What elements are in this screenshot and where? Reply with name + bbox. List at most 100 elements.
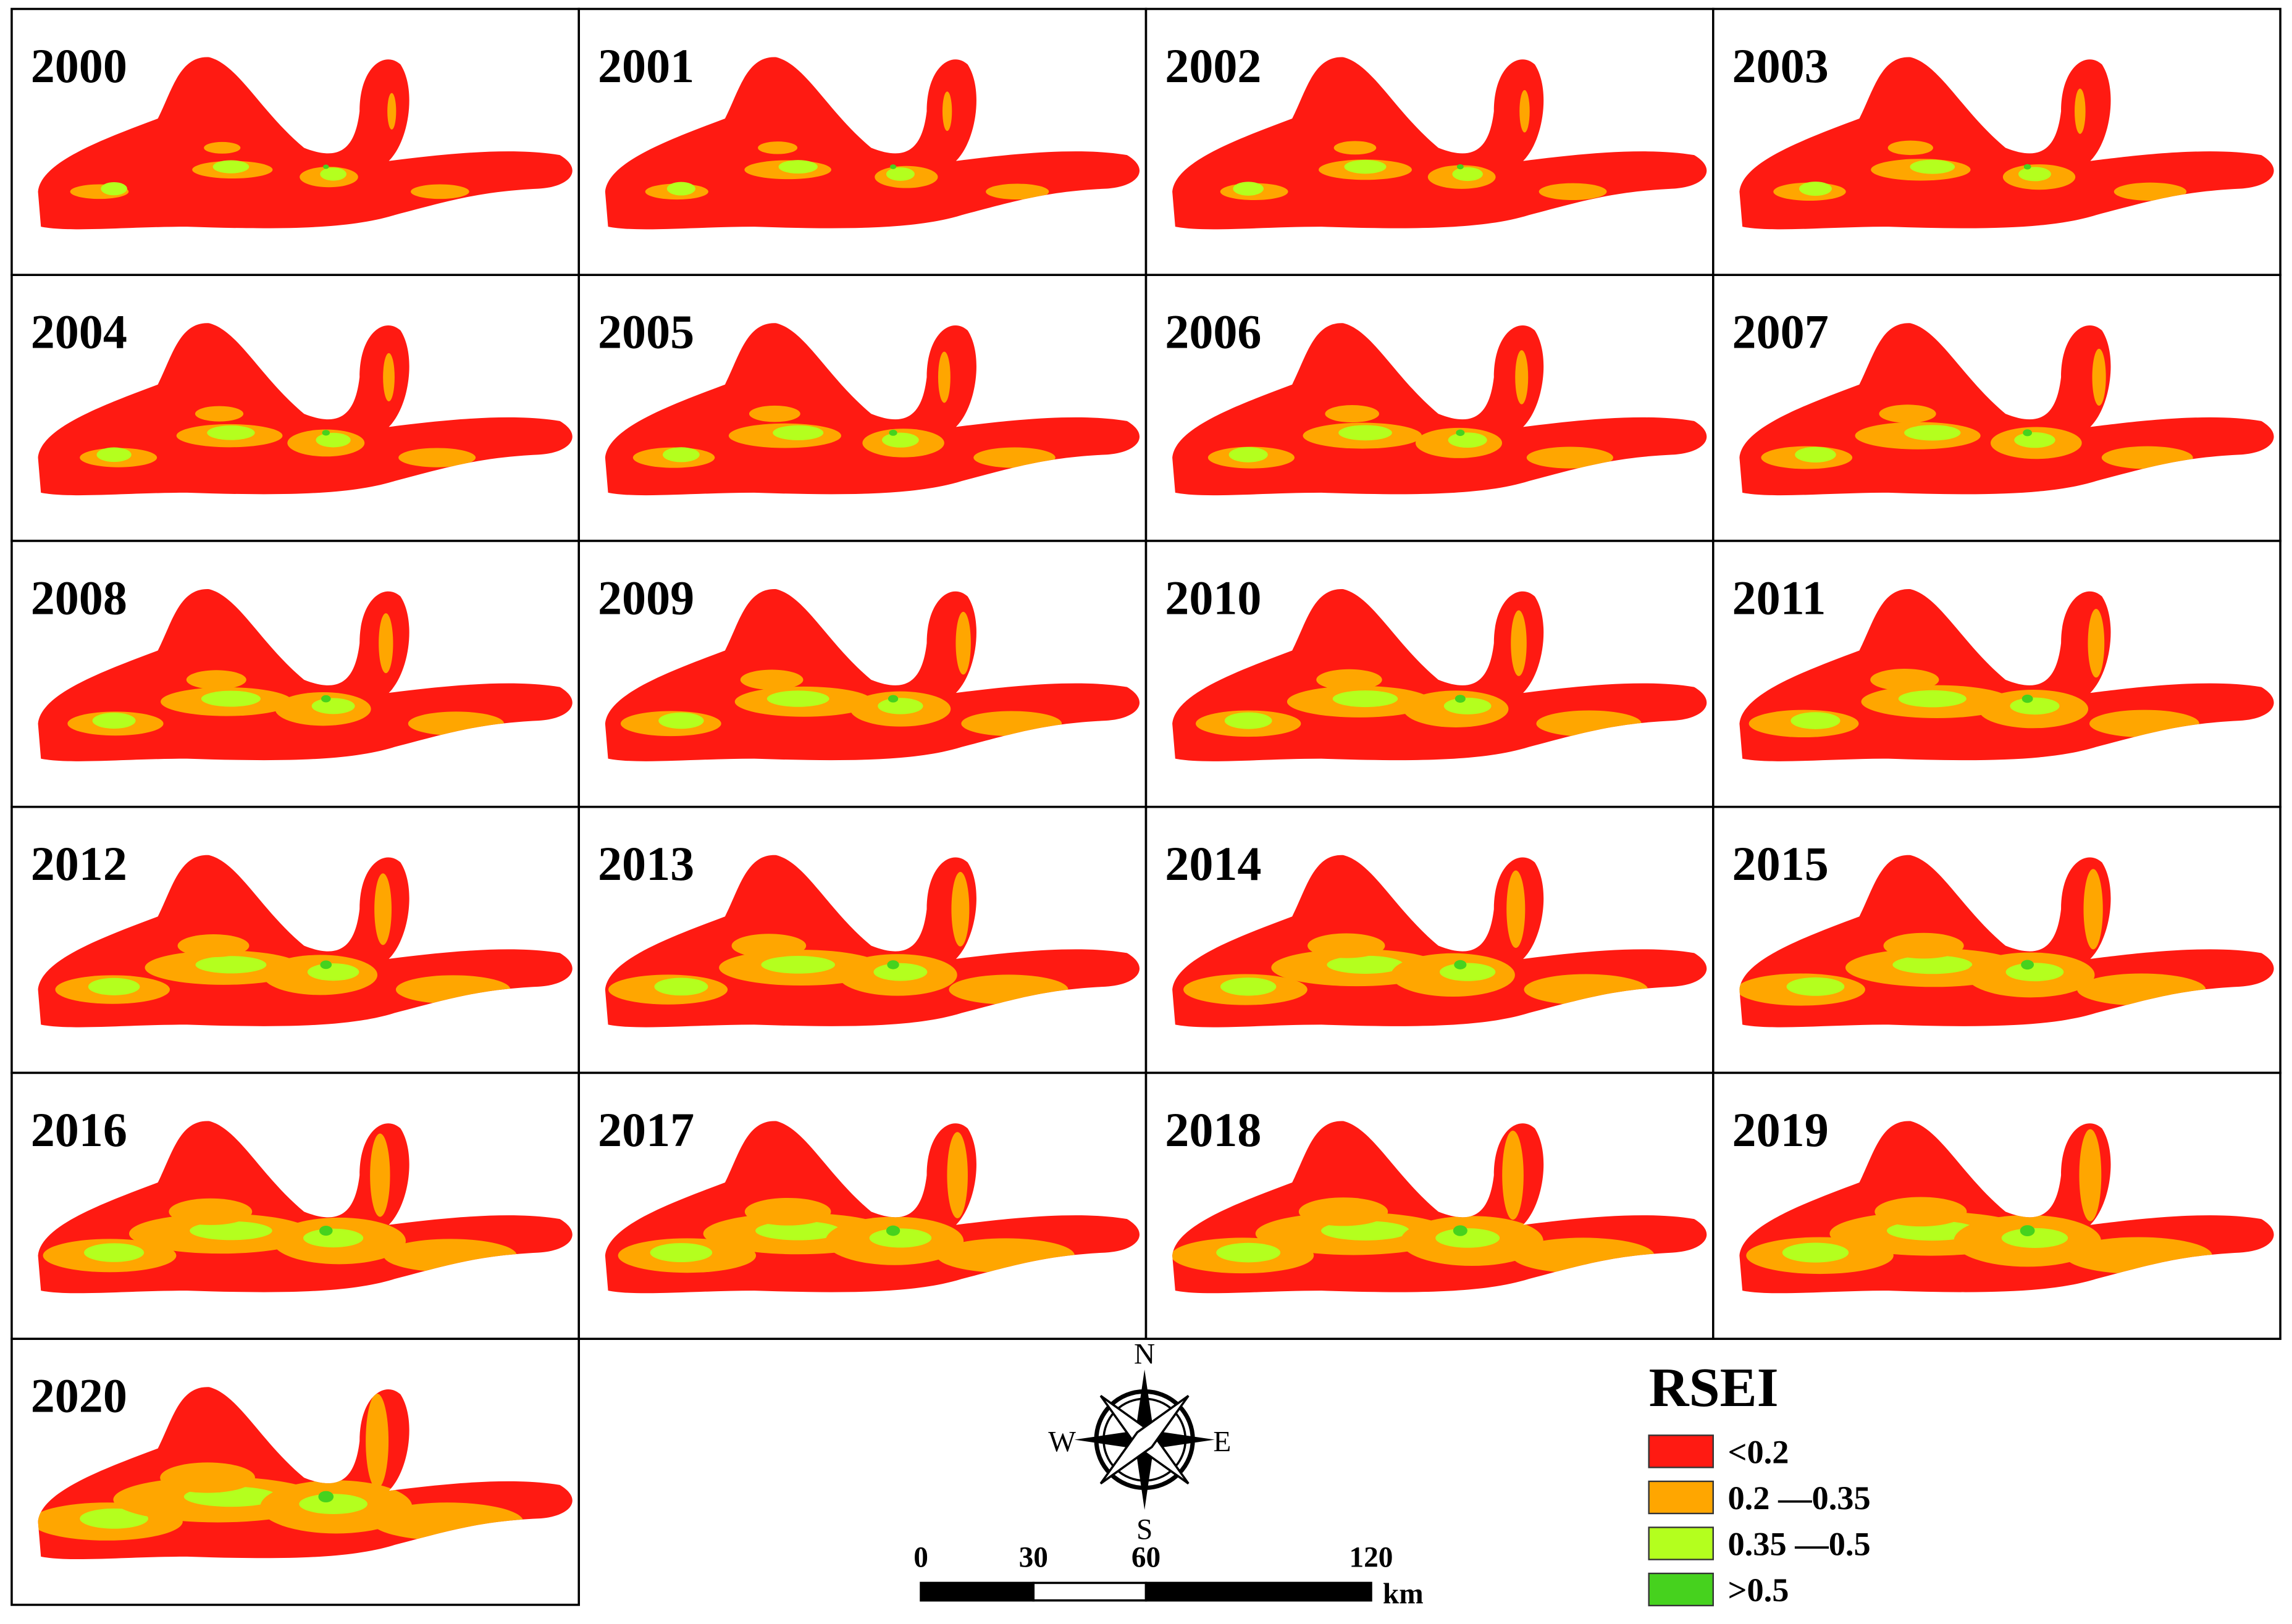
region-classes [618, 1132, 1075, 1273]
class-patch [869, 1228, 932, 1248]
year-label: 2000 [31, 39, 127, 93]
year-label: 2012 [31, 837, 127, 890]
class-patch [186, 670, 246, 690]
class-patch [761, 955, 835, 974]
class-patch [1448, 432, 1487, 448]
class-patch [212, 160, 250, 174]
map-panel: 2013 [577, 805, 1148, 1074]
class-patch [321, 695, 331, 703]
class-patch [882, 432, 919, 448]
class-patch [744, 1197, 831, 1226]
class-patch [749, 405, 800, 422]
legend-swatch [1648, 1434, 1714, 1468]
class-patch [1910, 159, 1955, 174]
class-patch [887, 960, 899, 969]
class-patch [740, 669, 804, 690]
class-patch [1452, 167, 1483, 182]
legend-swatch [1648, 1526, 1714, 1560]
class-patch [1515, 350, 1529, 404]
class-patch [886, 1225, 900, 1236]
class-patch [2088, 609, 2105, 678]
map-panel: 2017 [577, 1071, 1148, 1340]
scale-label: 30 [1019, 1541, 1048, 1573]
scale-label: 0 [913, 1541, 928, 1573]
class-patch [169, 1198, 253, 1225]
class-patch [207, 425, 255, 440]
class-patch [942, 91, 952, 132]
map-panel: 2020 [10, 1337, 580, 1606]
class-patch [1456, 429, 1465, 437]
compass-s: S [1136, 1513, 1152, 1546]
class-patch [663, 447, 700, 463]
year-label: 2007 [1732, 305, 1829, 359]
class-patch [387, 93, 397, 130]
class-patch [889, 429, 897, 436]
scale-segment [1032, 1581, 1148, 1602]
map-panel: 2005 [577, 274, 1148, 542]
map-panel: 2001 [577, 7, 1148, 277]
class-patch [1455, 695, 1466, 703]
class-patch [411, 184, 469, 199]
compass-n: N [1134, 1338, 1155, 1370]
compass-star [1099, 1395, 1190, 1484]
map-panel: 2011 [1712, 540, 2282, 808]
region-classes [1761, 348, 2193, 469]
map-panel: 2012 [10, 805, 580, 1074]
map-panel: 2004 [10, 274, 580, 542]
legend-swatch [1648, 1572, 1714, 1607]
class-patch [2021, 960, 2034, 970]
class-patch [322, 430, 330, 436]
class-patch [1220, 977, 1277, 996]
class-patch [955, 611, 971, 675]
map-panel: 2016 [10, 1071, 580, 1340]
legend-label: >0.5 [1727, 1571, 1789, 1609]
class-patch [1327, 955, 1404, 974]
region-classes [1773, 88, 2187, 201]
compass-w: W [1048, 1426, 1076, 1458]
class-patch [318, 1491, 334, 1503]
class-patch [1453, 1225, 1467, 1236]
class-patch [886, 167, 915, 181]
class-patch [2092, 348, 2106, 406]
map-panel: 2019 [1712, 1071, 2282, 1340]
class-patch [1538, 183, 1607, 201]
map-panel: 2000 [10, 7, 580, 277]
class-patch [2114, 182, 2187, 201]
class-patch [731, 934, 807, 958]
class-patch [2014, 432, 2055, 448]
year-label: 2020 [31, 1369, 127, 1423]
class-patch [1325, 405, 1379, 423]
legend: RSEI <0.2 0.2 —0.35 0.35 —0.5 >0.5 [1648, 1357, 1871, 1609]
class-patch [204, 141, 241, 154]
class-patch [195, 406, 244, 422]
legend-label: <0.2 [1727, 1433, 1789, 1470]
class-patch [195, 956, 267, 974]
class-patch [101, 182, 127, 196]
class-patch [2020, 1225, 2035, 1237]
class-patch [1870, 669, 1939, 691]
class-patch [2023, 164, 2031, 170]
class-patch [1443, 697, 1492, 714]
compass: N S W E [1048, 1338, 1231, 1546]
map-panel: 2010 [1144, 540, 1715, 808]
class-patch [658, 712, 704, 729]
class-patch [96, 447, 132, 463]
region-classes [608, 872, 1068, 1005]
class-patch [888, 695, 899, 703]
legend-swatch [1648, 1480, 1714, 1515]
class-patch [2005, 963, 2064, 982]
map-panel: 2006 [1144, 274, 1715, 542]
scale-segment [920, 1581, 1035, 1602]
class-patch [2075, 88, 2086, 134]
class-patch [398, 448, 476, 467]
class-patch [299, 1494, 367, 1514]
year-label: 2008 [31, 571, 127, 624]
class-patch [2010, 697, 2060, 715]
legend-label: 0.2 —0.35 [1727, 1479, 1870, 1517]
year-label: 2018 [1165, 1103, 1261, 1157]
class-patch [1502, 1130, 1524, 1220]
region-classes [1220, 90, 1607, 201]
class-patch [1874, 1197, 1967, 1227]
class-patch [1333, 141, 1377, 155]
